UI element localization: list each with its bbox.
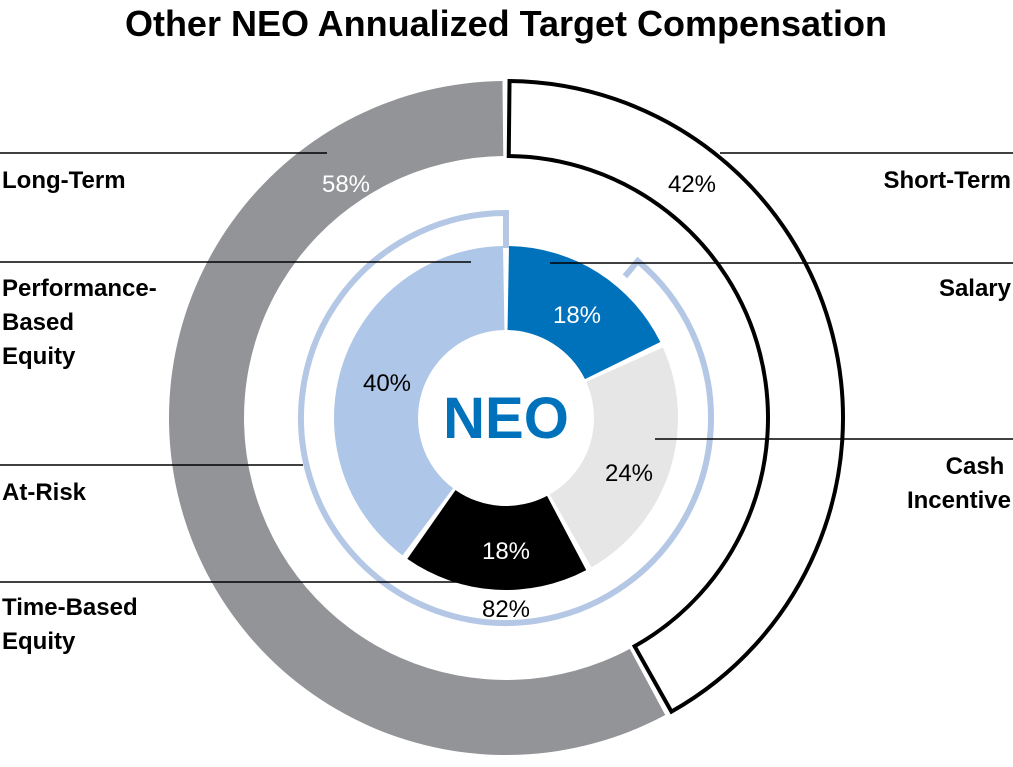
at-risk-arc (298, 209, 714, 626)
inner-segment-salary (507, 246, 661, 380)
outer-segment-short-term (506, 78, 845, 715)
at-risk-value-label: 82% (482, 596, 530, 623)
long-term-label: Long-Term (2, 167, 126, 194)
center-neo-label: NEO (443, 386, 569, 451)
outer-segment-long-term (169, 81, 666, 755)
inner-segment-performance-based-equity (334, 246, 505, 556)
inner-label-performance-based-equity: 40% (363, 370, 411, 397)
outer-label-short-term: 42% (668, 171, 716, 198)
cash-incentive-label: Cash Incentive (907, 453, 1011, 514)
inner-segment-cash-incentive (549, 347, 678, 568)
chart-title: Other NEO Annualized Target Compensation (125, 3, 887, 44)
performance-based-equity-label: Performance- Based Equity (2, 275, 163, 370)
time-based-equity-label: Time-Based Equity (2, 594, 144, 655)
at-risk-label: At-Risk (2, 479, 87, 506)
inner-label-cash-incentive: 24% (605, 460, 653, 487)
outer-label-long-term: 58% (322, 171, 370, 198)
inner-segment-time-based-equity (407, 490, 587, 590)
inner-label-salary: 18% (553, 302, 601, 329)
salary-label: Salary (939, 275, 1012, 302)
short-term-label: Short-Term (883, 167, 1011, 194)
inner-label-time-based-equity: 18% (482, 538, 530, 565)
